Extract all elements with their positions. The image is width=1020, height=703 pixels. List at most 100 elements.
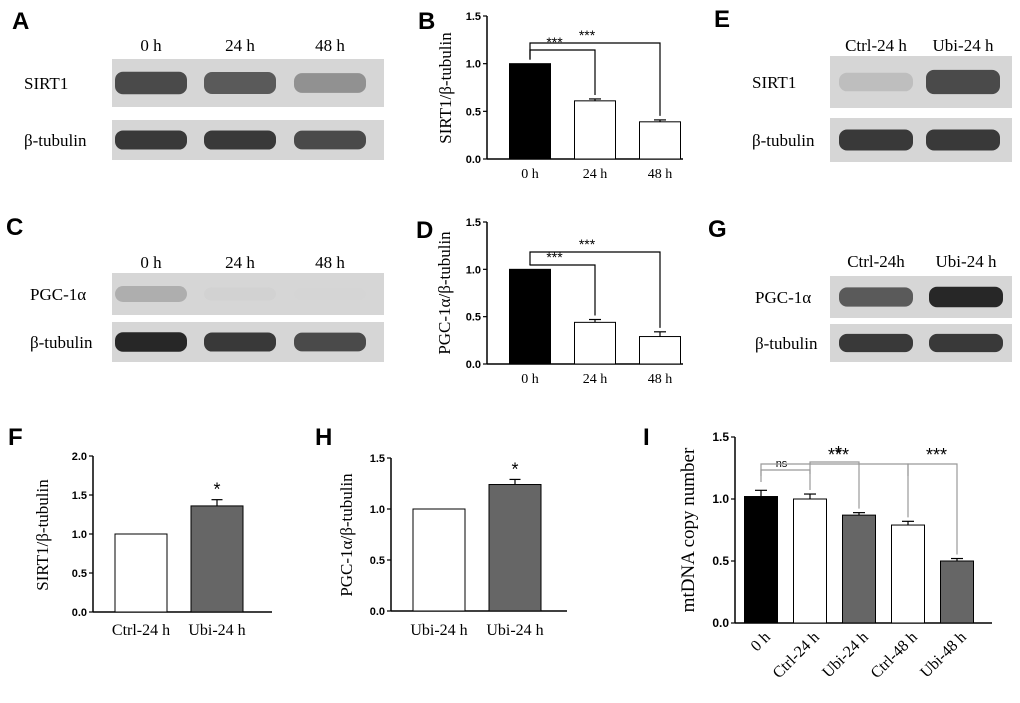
y-tick-label: 0.5 [370,555,385,567]
panel-label-d: D [416,217,433,244]
blot-row-label: PGC-1α [755,288,811,307]
bar [574,321,616,365]
category-label: Ctrl-24 h [770,629,823,682]
blot-row-label: β-tubulin [755,334,818,353]
category-label: Ubi-24 h [486,622,543,639]
bar [940,560,974,624]
blot-strip [112,273,384,315]
significance-label: *** [579,27,596,43]
y-tick-label: 2.0 [72,451,87,463]
blot-row-label: β-tubulin [24,131,87,150]
category-label: 48 h [648,372,673,387]
y-tick-label: 0.0 [712,616,729,630]
blot-band [294,130,366,150]
panel-label-i: I [643,424,650,451]
lane-label: 0 h [140,36,162,55]
lane-label: 24 h [225,36,255,55]
lane-label: Ctrl-24h [847,252,905,271]
category-label: 24 h [583,372,608,387]
western-blot-c: 0 h 24 h 48 h PGC-1α β-tubulin [30,253,384,362]
bar [574,100,616,160]
western-blot-e: Ctrl-24 h Ubi-24 h SIRT1 β-tubulin [752,36,1012,162]
significance-label: *** [546,34,563,50]
bar [488,484,542,612]
panel-label-f: F [8,424,23,451]
category-label: Ctrl-24 h [112,622,170,639]
blot-band [204,332,276,352]
significance-label: *** [546,249,563,265]
significance-bracket [907,463,958,555]
blot-row-label: β-tubulin [30,333,93,352]
y-tick-label: 0.5 [72,568,87,580]
lane-label: Ctrl-24 h [845,36,907,55]
lane-label: 24 h [225,253,255,272]
blot-row-label: PGC-1α [30,285,86,304]
category-label: 0 h [748,629,774,655]
y-tick-label: 1.5 [466,11,481,23]
category-label: 0 h [521,372,539,387]
blot-band [294,287,366,301]
y-tick-label: 1.0 [466,264,481,276]
category-label: 24 h [583,167,608,182]
bar-chart-d: 0.0 0.5 1.0 1.5 PGC-1α/β-tubulin 0 h 24 h 48 h *… [435,217,683,387]
blot-band [926,129,1000,151]
lane-label: Ubi-24 h [936,252,997,271]
lane-label: Ubi-24 h [933,36,994,55]
blot-band [294,332,366,352]
bar [190,505,244,613]
blot-band [929,286,1003,308]
blot-band [115,286,187,302]
category-label: Ubi-24 h [819,629,872,682]
blot-row-label: β-tubulin [752,131,815,150]
bar-chart-i: 0.0 0.5 1.0 1.5 mtDNA copy number 0 hCtrl-24 … [678,430,992,682]
western-blot-a: 0 h 24 h 48 h SIRT1 β-tubulin [24,36,384,160]
bar [639,336,681,365]
blot-band [115,71,187,95]
panel-label-e: E [714,6,730,33]
panel-label-a: A [12,8,29,35]
significance-label: *** [926,445,947,465]
bar [793,498,827,624]
category-label: Ubi-24 h [188,622,245,639]
bar [412,508,466,612]
y-tick-label: 0.5 [466,106,481,118]
blot-band [204,287,276,301]
blot-row-label: SIRT1 [752,73,796,92]
bar [744,496,778,624]
y-tick-label: 1.5 [72,490,87,502]
y-tick-label: 1.5 [370,453,385,465]
significance-bracket [760,469,811,491]
blot-band [294,73,366,93]
y-tick-label: 1.0 [466,59,481,71]
y-axis-label: SIRT1/β-tubulin [33,479,52,591]
lane-label: 48 h [315,36,345,55]
y-tick-label: 0.5 [466,312,481,324]
bar [509,63,551,160]
bar-chart-b: 0.0 0.5 1.0 1.5 SIRT1/β-tubulin 0 h 24 h 48 h **… [436,11,683,182]
significance-bracket [529,251,661,328]
bar-chart-h: 0.0 0.5 1.0 1.5 PGC-1α/β-tubulin Ubi-24 h Ubi-… [337,453,567,639]
y-axis-label: PGC-1α/β-tubulin [337,473,356,597]
significance-label: *** [828,445,849,465]
bar-chart-f: 0.0 0.5 1.0 1.5 2.0 SIRT1/β-tubulin Ctrl-24 h U… [33,451,272,639]
y-tick-label: 1.5 [466,217,481,229]
panel-label-h: H [315,424,332,451]
bar [509,268,551,365]
y-tick-label: 1.0 [712,492,729,506]
bar [114,533,168,613]
bar [842,514,876,624]
blot-band [839,287,913,307]
y-tick-label: 0.0 [370,606,385,618]
blot-band [115,332,187,352]
significance-label: *** [579,236,596,252]
y-axis-label: PGC-1α/β-tubulin [435,231,454,355]
significance-star: * [213,480,220,500]
category-label: Ubi-48 h [917,629,970,682]
category-label: Ubi-24 h [410,622,467,639]
significance-bracket [529,42,661,116]
blot-band [204,130,276,150]
significance-bracket [760,463,909,518]
category-label: Ctrl-48 h [868,629,921,682]
lane-label: 48 h [315,253,345,272]
blot-band [839,333,913,353]
